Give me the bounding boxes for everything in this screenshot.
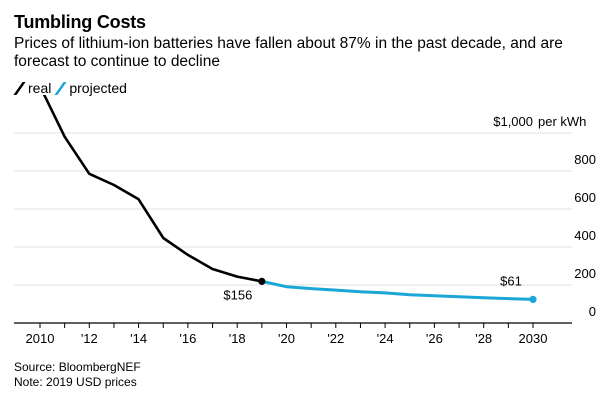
- annotation-point-projected: [529, 295, 537, 304]
- y-tick-label-1000: $1,000: [493, 114, 533, 129]
- x-tick-label-2030: 2030: [519, 331, 548, 346]
- legend-item-projected: projected: [54, 80, 127, 96]
- x-tick-label-2024: '24: [377, 331, 394, 346]
- chart-footer: Source: BloombergNEF Note: 2019 USD pric…: [14, 360, 141, 390]
- y-tick-label-600: 600: [574, 190, 596, 205]
- chart-subtitle: Prices of lithium-ion batteries have fal…: [14, 35, 563, 70]
- x-tick-label-2028: '28: [475, 331, 492, 346]
- y-tick-label-200: 200: [574, 266, 596, 281]
- legend-item-real: real: [13, 80, 52, 96]
- x-tick-label-2010: 2010: [26, 331, 55, 346]
- x-tick-label-2026: '26: [426, 331, 443, 346]
- annotation-point-real: [258, 277, 266, 285]
- price-note: Note: 2019 USD prices: [14, 375, 137, 389]
- chart-title: Tumbling Costs: [14, 12, 146, 32]
- y-tick-label-800: 800: [574, 152, 596, 167]
- annotation-label-projected: $61: [500, 273, 522, 288]
- series-line-real: [42, 95, 264, 283]
- x-tick-label-2022: '22: [327, 331, 344, 346]
- legend-label-projected: projected: [69, 80, 127, 96]
- legend: real projected: [13, 80, 131, 96]
- legend-label-real: real: [28, 80, 52, 96]
- y-tick-label-400: 400: [574, 228, 596, 243]
- series-line-projected: [260, 279, 535, 301]
- x-tick-label-2020: '20: [278, 331, 295, 346]
- annotation-label-real: $156: [223, 287, 252, 302]
- y-tick-label-0: 0: [589, 304, 596, 319]
- x-tick-label-2014: '14: [130, 331, 147, 346]
- x-tick-label-2016: '16: [179, 331, 196, 346]
- x-tick-label-2018: '18: [229, 331, 246, 346]
- source-note: Source: BloombergNEF: [14, 360, 141, 374]
- x-tick-label-2012: '12: [81, 331, 98, 346]
- y-axis-unit-label: per kWh: [538, 114, 586, 129]
